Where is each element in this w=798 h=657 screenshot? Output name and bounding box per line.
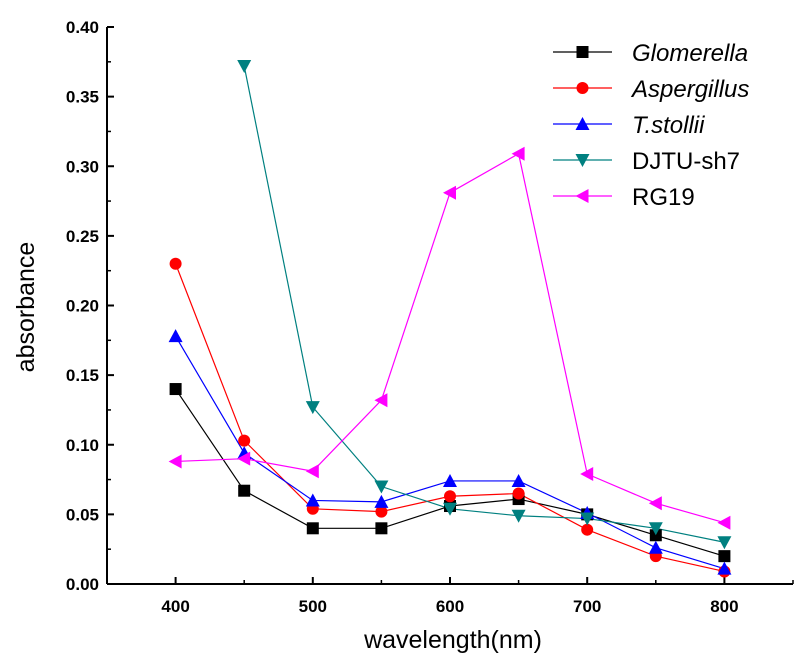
x-tick-label: 800 xyxy=(710,597,738,616)
data-point-t-stollii xyxy=(511,473,526,487)
data-point-rg19 xyxy=(648,496,662,511)
legend-marker-t-stollii xyxy=(575,117,590,130)
y-tick-label: 0.30 xyxy=(66,157,99,176)
data-point-aspergillus xyxy=(444,490,456,503)
y-tick-label: 0.10 xyxy=(66,436,99,455)
data-point-aspergillus xyxy=(375,505,388,518)
data-point-t-stollii xyxy=(305,493,320,507)
data-point-aspergillus xyxy=(581,523,594,536)
data-point-t-stollii xyxy=(443,473,457,487)
y-tick-label: 0.15 xyxy=(66,366,99,385)
data-point-rg19 xyxy=(237,451,251,466)
y-tick-label: 0.00 xyxy=(66,575,99,594)
legend-marker-djtu-sh7 xyxy=(575,154,590,167)
data-point-rg19 xyxy=(717,515,731,530)
data-point-t-stollii xyxy=(648,540,663,554)
series-line-glomerella xyxy=(175,388,725,557)
data-point-glomerella xyxy=(375,522,388,535)
data-point-t-stollii xyxy=(717,561,732,575)
data-point-djtu-sh7 xyxy=(374,480,389,494)
data-point-djtu-sh7 xyxy=(305,401,320,415)
legend-marker-glomerella xyxy=(576,46,589,58)
legend-label-rg19: RG19 xyxy=(632,184,695,211)
data-point-djtu-sh7 xyxy=(511,509,526,523)
data-point-rg19 xyxy=(374,393,388,408)
y-axis-title: absorbance xyxy=(12,242,40,373)
series-line-djtu-sh7 xyxy=(243,65,725,543)
series-line-t-stollii xyxy=(175,335,725,570)
data-point-t-stollii xyxy=(374,494,389,508)
data-point-aspergillus xyxy=(238,434,251,447)
data-point-djtu-sh7 xyxy=(717,536,732,550)
x-axis-title: wavelength(nm) xyxy=(363,626,542,654)
legend-label-glomerella: Glomerella xyxy=(632,40,748,67)
legend-marker-aspergillus xyxy=(576,82,589,94)
y-tick-label: 0.05 xyxy=(66,505,99,524)
data-point-rg19 xyxy=(580,466,594,481)
y-tick-label: 0.25 xyxy=(66,227,99,246)
data-point-glomerella xyxy=(718,550,731,563)
x-tick-label: 400 xyxy=(161,597,189,616)
data-point-rg19 xyxy=(511,146,525,161)
data-point-rg19 xyxy=(305,464,319,479)
y-tick-label: 0.35 xyxy=(66,88,99,107)
legend-label-aspergillus: Aspergillus xyxy=(630,76,749,103)
legend-label-djtu-sh7: DJTU-sh7 xyxy=(632,148,740,175)
data-point-djtu-sh7 xyxy=(443,502,457,516)
data-point-glomerella xyxy=(306,522,319,535)
data-point-t-stollii xyxy=(168,329,183,343)
x-tick-label: 700 xyxy=(573,597,601,616)
data-point-glomerella xyxy=(169,383,182,396)
legend-marker-rg19 xyxy=(575,189,589,203)
x-tick-label: 500 xyxy=(299,597,327,616)
y-tick-label: 0.40 xyxy=(66,18,99,37)
data-point-rg19 xyxy=(443,185,456,200)
data-point-aspergillus xyxy=(169,257,182,270)
x-tick-label: 600 xyxy=(436,597,464,616)
data-point-djtu-sh7 xyxy=(580,512,595,526)
series-line-aspergillus xyxy=(175,263,725,573)
y-tick-label: 0.20 xyxy=(66,297,99,316)
data-point-rg19 xyxy=(168,454,182,469)
data-point-djtu-sh7 xyxy=(648,522,663,536)
legend-label-t-stollii: T.stollii xyxy=(632,112,705,139)
data-point-djtu-sh7 xyxy=(237,59,252,73)
data-point-aspergillus xyxy=(512,487,525,500)
data-point-glomerella xyxy=(238,484,251,497)
